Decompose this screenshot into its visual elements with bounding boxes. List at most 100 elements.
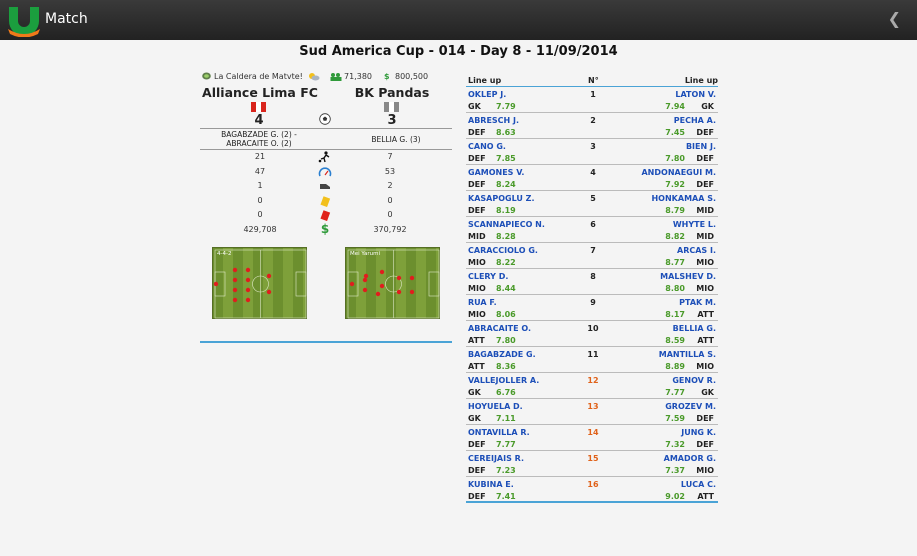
away-player-rating: 8.80 [665,284,685,293]
home-player-name[interactable]: ABRACAITE O. [468,324,532,333]
home-flag-icon [251,102,266,112]
away-player-name[interactable]: ARCAS I. [677,246,716,255]
match-summary-panel: La Caldera de Matvte! 71,380 $ 800,500 A… [200,72,452,319]
lineup-row: ABRACAITE O. 10 BELLIA G. ATT 7.80 8.59 ATT [466,321,718,347]
away-player-name[interactable]: HONKAMAA S. [651,194,716,203]
home-player-rating: 7.23 [496,466,516,475]
home-team-name[interactable]: Alliance Lima FC [202,85,318,100]
home-player-name[interactable]: BAGABZADE G. [468,350,536,359]
lineup-row: KUBINA E. 16 LUCA C. DEF 7.41 9.02 ATT [466,477,718,503]
home-player-position: DEF [468,180,486,189]
away-player-name[interactable]: LUCA C. [680,480,716,489]
lineup-header: Line up N° Line up [466,75,718,87]
away-player-name[interactable]: BELLIA G. [672,324,716,333]
shirt-number: 7 [590,246,596,255]
home-player-name[interactable]: CEREIJAIS R. [468,454,524,463]
home-player-name[interactable]: OKLEP J. [468,90,507,99]
away-player-rating: 9.02 [665,492,685,501]
away-player-position: DEF [696,154,714,163]
app-logo-icon[interactable] [6,3,42,37]
away-player-name[interactable]: ANDONAEGUI M. [641,168,716,177]
weather-icon [308,72,320,83]
stat-row-earnings: 429,708 $ 370,792 [243,221,407,236]
away-player-rating: 8.59 [665,336,685,345]
away-player-name[interactable]: LATON V. [675,90,716,99]
stat-row-possession: 47 53 [254,166,396,176]
home-player-name[interactable]: KASAPOGLU Z. [468,194,535,203]
match-title: Sud America Cup - 014 - Day 8 - 11/09/20… [299,44,618,59]
away-player-rating: 8.79 [665,206,685,215]
home-player-rating: 8.24 [496,180,516,189]
away-player-name[interactable]: GROZEV M. [665,402,716,411]
home-player-rating: 8.19 [496,206,516,215]
home-player-name[interactable]: GAMONES V. [468,168,525,177]
home-player-name[interactable]: ABRESCH J. [468,116,520,125]
revenue-value: 800,500 [395,72,429,81]
shirt-number: 4 [590,168,596,177]
home-player-name[interactable]: CANO G. [468,142,506,151]
away-player-name[interactable]: MANTILLA S. [658,350,716,359]
away-player-position: ATT [697,336,714,345]
away-flag-icon [384,102,399,112]
home-player-rating: 8.22 [496,258,516,267]
home-player-position: DEF [468,492,486,501]
away-player-rating: 7.77 [665,388,685,397]
home-player-name[interactable]: SCANNAPIECO N. [468,220,545,229]
home-player-position: DEF [468,154,486,163]
away-player-name[interactable]: MALSHEV D. [660,272,716,281]
away-score: 3 [387,113,397,128]
home-player-name[interactable]: CLERY D. [468,272,509,281]
away-formation-pitch[interactable]: Mei Yarumi [345,247,440,319]
home-player-name[interactable]: RUA F. [468,298,497,307]
away-players-diagram [347,249,440,319]
stat-row-red-cards: 0 0 [200,208,452,223]
shirt-number: 8 [590,272,596,281]
away-player-name[interactable]: PTAK M. [679,298,716,307]
app-title: Match [45,11,88,27]
home-players-diagram [213,249,307,319]
away-player-name[interactable]: WHYTE L. [672,220,716,229]
home-player-position: ATT [468,362,485,371]
away-player-name[interactable]: AMADOR G. [663,454,716,463]
away-player-position: MIO [696,466,714,475]
away-player-position: DEF [696,180,714,189]
home-player-position: MID [468,232,486,241]
lineup-row: CLERY D. 8 MALSHEV D. MIO 8.44 8.80 MIO [466,269,718,295]
home-player-rating: 7.85 [496,154,516,163]
shirt-number: 6 [590,220,596,229]
away-player-name[interactable]: PECHA A. [673,116,716,125]
away-player-position: MID [696,232,714,241]
home-player-name[interactable]: CARACCIOLO G. [468,246,538,255]
lineup-row: KASAPOGLU Z. 5 HONKAMAA S. DEF 8.19 8.79 MID [466,191,718,217]
stadium-name: La Caldera de Matvte! [214,72,303,81]
home-player-position: GK [468,102,481,111]
home-player-rating: 7.41 [496,492,516,501]
shirt-number: 1 [590,90,596,99]
lineup-table: Line up N° Line up OKLEP J. 1 LATON V. GK 7.… [466,75,718,503]
home-formation-pitch[interactable]: 4-4-2 [212,247,307,319]
away-player-name[interactable]: GENOV R. [672,376,716,385]
home-player-position: MIO [468,258,486,267]
home-player-position: DEF [468,128,486,137]
away-formation-label: Mei Yarumi [350,251,381,257]
shirt-number: 14 [587,428,599,437]
action-bar: Match ❮ [0,0,917,40]
away-player-position: ATT [697,310,714,319]
home-player-name[interactable]: ONTAVILLA R. [468,428,530,437]
away-team-name[interactable]: BK Pandas [354,85,430,100]
home-player-rating: 7.80 [496,336,516,345]
lineup-row: RUA F. 9 PTAK M. MIO 8.06 8.17 ATT [466,295,718,321]
home-player-name[interactable]: HOYUELA D. [468,402,523,411]
away-player-name[interactable]: BIEN J. [685,142,716,151]
home-player-rating: 7.79 [496,102,516,111]
away-player-name[interactable]: JUNG K. [681,428,716,437]
shirt-number: 11 [587,350,599,359]
lineup-row: ABRESCH J. 2 PECHA A. DEF 8.63 7.45 DEF [466,113,718,139]
home-player-name[interactable]: VALLEJOLLER A. [468,376,540,385]
scorers-row: BAGABZADE G. (2) - ABRACAITE O. (2) BELL… [200,128,452,150]
home-player-rating: 8.36 [496,362,516,371]
away-player-rating: 7.92 [665,180,685,189]
home-player-name[interactable]: KUBINA E. [468,480,514,489]
possession-gauge-icon [318,167,332,176]
chevron-left-icon[interactable]: ❮ [887,9,901,28]
